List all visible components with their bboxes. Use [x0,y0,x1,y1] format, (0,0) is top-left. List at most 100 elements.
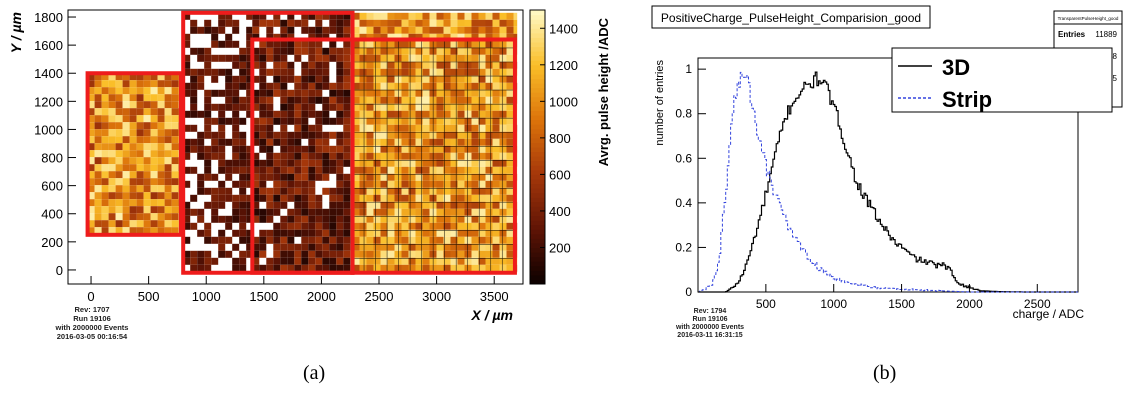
heatmap-cell [225,236,233,244]
heatmap-cell [499,250,507,258]
heatmap-cell [252,264,260,272]
heatmap-cell [322,131,330,139]
colorbar-segment [530,23,545,29]
heatmap-cell [308,68,316,76]
heatmap-cell [322,47,330,55]
heatmap-cell [450,54,458,62]
x-tick-label: 2500 [365,289,394,304]
heatmap-cell [273,12,281,20]
heatmap-cell [359,96,367,104]
heatmap-cell [190,47,198,55]
heatmap-cell [343,61,351,69]
colorbar-segment [530,42,545,48]
heatmap-cell [450,145,458,153]
heatmap-cell [499,40,507,48]
heatmap-cell [422,117,430,125]
heatmap-cell [211,117,219,125]
heatmap-cell [259,117,267,125]
heatmap-cell [380,180,388,188]
heatmap-cell [308,82,316,90]
heatmap-cell [197,68,205,76]
heatmap-cell [129,220,137,228]
heatmap-cell [343,40,351,48]
heatmap-cell [164,136,172,144]
heatmap-cell [211,54,219,62]
heatmap-cell [164,171,172,179]
colorbar-segment [530,69,545,75]
heatmap-cell [366,173,374,181]
heatmap-cell [143,80,151,88]
heatmap-cell [218,229,226,237]
heatmap-cell [478,138,486,146]
heatmap-cell [273,47,281,55]
heatmap-cell [322,166,330,174]
heatmap-cell [436,110,444,118]
heatmap-cell [94,80,102,88]
heatmap-cell [443,166,451,174]
heatmap-cell [387,33,395,41]
heatmap-cell [443,103,451,111]
heatmap-cell [457,19,465,27]
heatmap-cell [450,12,458,20]
heatmap-cell [266,257,274,265]
heatmap-cell [136,101,144,109]
heatmap-cell [308,26,316,34]
heatmap-cell [101,150,109,158]
heatmap-cell [422,110,430,118]
heatmap-cell [485,131,493,139]
heatmap-cell [394,75,402,83]
heatmap-cell [143,108,151,116]
heatmap-cell [211,89,219,97]
heatmap-cell [225,33,233,41]
heatmap-cell [343,152,351,160]
heatmap-cell [218,236,226,244]
heatmap-cell [239,75,247,83]
heatmap-cell [197,250,205,258]
heatmap-cell [315,131,323,139]
heatmap-cell [252,96,260,104]
heatmap-cell [225,117,233,125]
heatmap-cell [252,194,260,202]
heatmap-cell [492,208,500,216]
heatmap-cell [394,47,402,55]
heatmap-cell [366,243,374,251]
heatmap-cell [394,187,402,195]
heatmap-cell [366,117,374,125]
heatmap-cell [315,96,323,104]
heatmap-cell [394,96,402,104]
colorbar-segment [530,133,545,139]
heatmap-cell [197,152,205,160]
heatmap-cell [287,250,295,258]
heatmap-cell [492,110,500,118]
heatmap-cell [352,33,360,41]
heatmap-cell [115,199,123,207]
heatmap-cell [329,12,337,20]
heatmap-cell [218,26,226,34]
heatmap-cell [266,131,274,139]
heatmap-cell [336,250,344,258]
heatmap-cell [171,87,179,95]
heatmap-cell [232,75,240,83]
heatmap-cell [280,61,288,69]
heatmap-cell [301,229,309,237]
heatmap-cell [266,229,274,237]
heatmap-cell [373,82,381,90]
heatmap-cell [499,110,507,118]
heatmap-cell [197,257,205,265]
heatmap-cell [252,33,260,41]
heatmap-cell [122,122,130,130]
heatmap-cell [380,250,388,258]
heatmap-cell [164,220,172,228]
heatmap-cell [308,243,316,251]
heatmap-cell [429,33,437,41]
heatmap-cell [101,220,109,228]
heatmap-cell [485,19,493,27]
heatmap-cell [252,243,260,251]
heatmap-cell [366,103,374,111]
heatmap-cell [366,159,374,167]
heatmap-cell [492,229,500,237]
heatmap-cell [506,68,514,76]
heatmap-cell [101,80,109,88]
heatmap-cell [308,145,316,153]
heatmap-cell [136,206,144,214]
